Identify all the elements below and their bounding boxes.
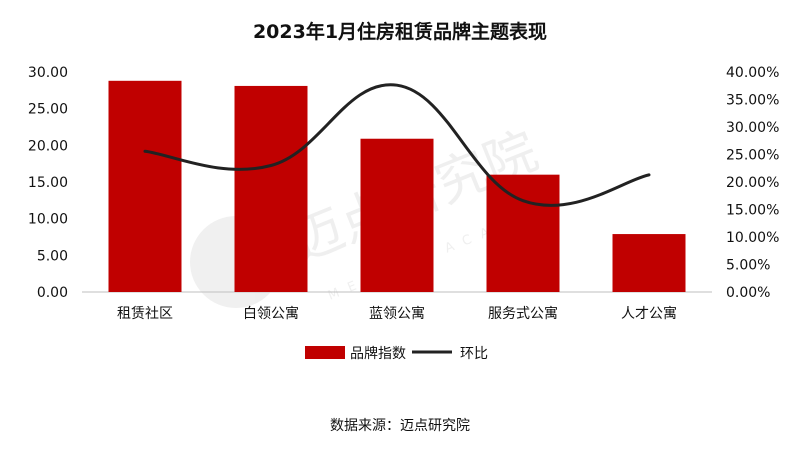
y-right-tick-label: 0.00%	[726, 285, 770, 301]
y-right-tick-label: 5.00%	[726, 258, 770, 274]
legend-label-line: 环比	[460, 346, 488, 362]
y-left-tick-label: 0.00	[37, 285, 68, 301]
bar-series	[108, 80, 686, 292]
y-right-tick-label: 15.00%	[726, 203, 779, 219]
y-right-axis: 0.00% 5.00% 10.00% 15.00% 20.00% 25.00% 30.00%…	[726, 65, 779, 301]
y-left-tick-label: 30.00	[28, 65, 68, 81]
legend-label-bar: 品牌指数	[350, 345, 406, 362]
line-path	[143, 83, 651, 207]
source-note: 数据来源：迈点研究院	[330, 418, 470, 434]
y-right-tick-label: 10.00%	[726, 230, 779, 246]
y-right-tick-label: 30.00%	[726, 120, 779, 136]
x-tick-label: 租赁社区	[117, 306, 173, 322]
x-tick-label: 人才公寓	[621, 305, 677, 322]
y-right-tick-label: 25.00%	[726, 148, 779, 164]
y-left-tick-label: 25.00	[28, 102, 68, 118]
bar	[486, 174, 560, 292]
y-right-tick-label: 40.00%	[726, 65, 779, 81]
chart-title: 2023年1月住房租赁品牌主题表现	[253, 20, 547, 43]
x-tick-label: 服务式公寓	[488, 305, 558, 322]
legend: 品牌指数 环比	[305, 345, 488, 362]
bar	[360, 138, 434, 292]
bar	[612, 234, 686, 292]
x-axis-labels: 租赁社区 白领公寓 蓝领公寓 服务式公寓 人才公寓	[117, 305, 677, 322]
y-left-tick-label: 5.00	[37, 248, 68, 264]
y-right-tick-label: 20.00%	[726, 175, 779, 191]
y-left-axis: 0.00 5.00 10.00 15.00 20.00 25.00 30.00	[28, 65, 68, 301]
line-series	[143, 83, 651, 207]
bar	[234, 85, 308, 292]
bar	[108, 80, 182, 292]
y-left-tick-label: 15.00	[28, 175, 68, 191]
x-tick-label: 蓝领公寓	[369, 305, 425, 322]
legend-swatch-bar	[305, 346, 345, 359]
x-tick-label: 白领公寓	[243, 305, 299, 322]
y-right-tick-label: 35.00%	[726, 93, 779, 109]
y-left-tick-label: 10.00	[28, 212, 68, 228]
y-left-tick-label: 20.00	[28, 138, 68, 154]
